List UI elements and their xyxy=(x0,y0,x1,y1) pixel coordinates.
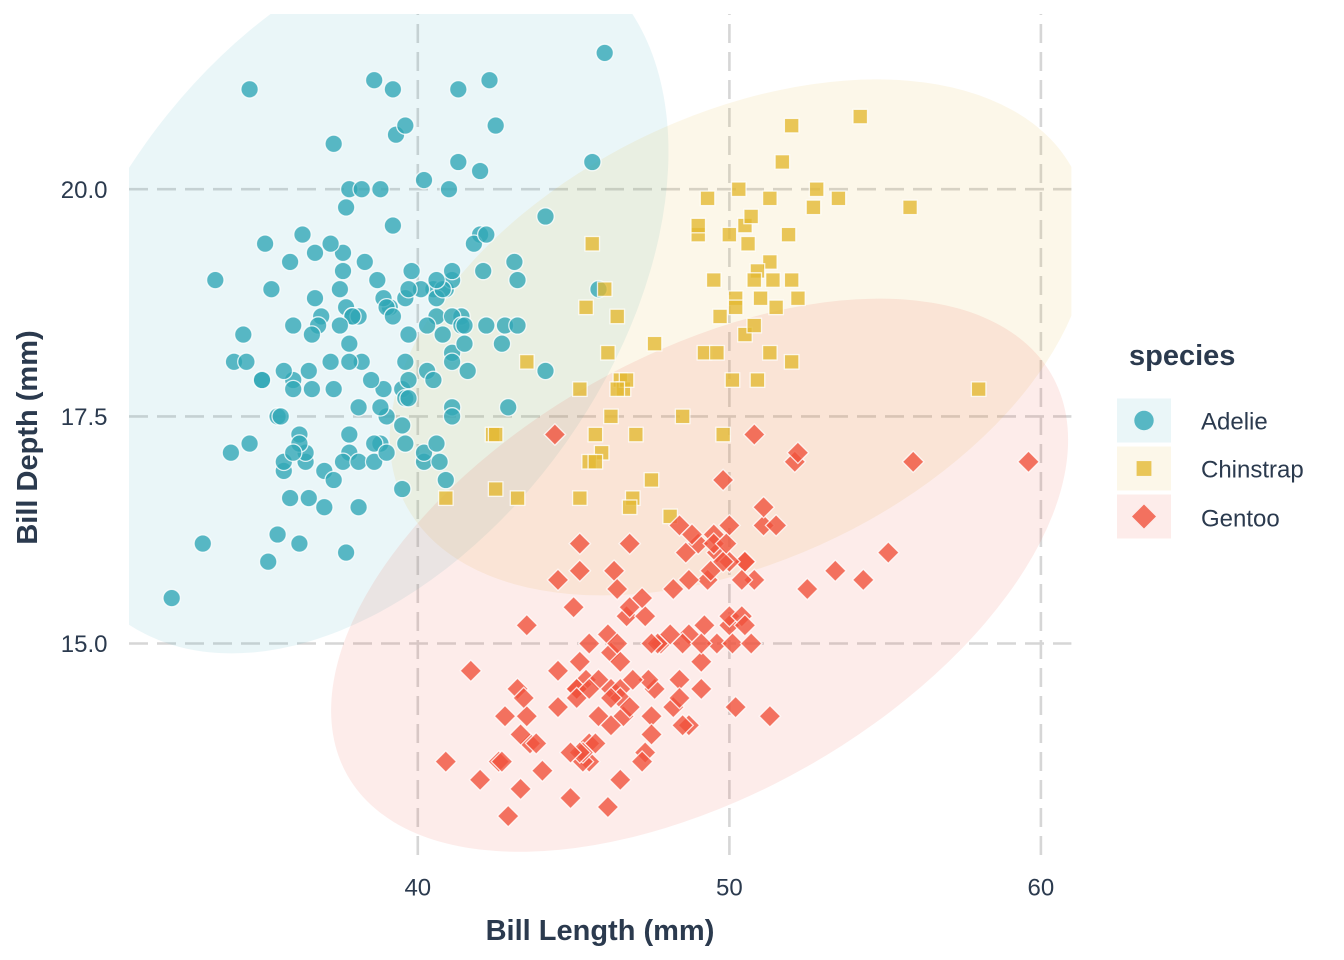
svg-text:species: species xyxy=(1129,340,1235,372)
svg-text:Adelie: Adelie xyxy=(1201,408,1268,435)
svg-text:15.0: 15.0 xyxy=(61,631,108,658)
svg-text:17.5: 17.5 xyxy=(61,404,108,431)
svg-text:Bill Depth (mm): Bill Depth (mm) xyxy=(12,330,44,544)
svg-text:Gentoo: Gentoo xyxy=(1201,505,1280,532)
svg-text:20.0: 20.0 xyxy=(61,177,108,204)
svg-text:40: 40 xyxy=(404,875,431,902)
svg-text:60: 60 xyxy=(1028,875,1055,902)
svg-text:50: 50 xyxy=(716,875,743,902)
svg-text:Chinstrap: Chinstrap xyxy=(1201,456,1304,483)
svg-text:Bill Length (mm): Bill Length (mm) xyxy=(486,915,715,947)
